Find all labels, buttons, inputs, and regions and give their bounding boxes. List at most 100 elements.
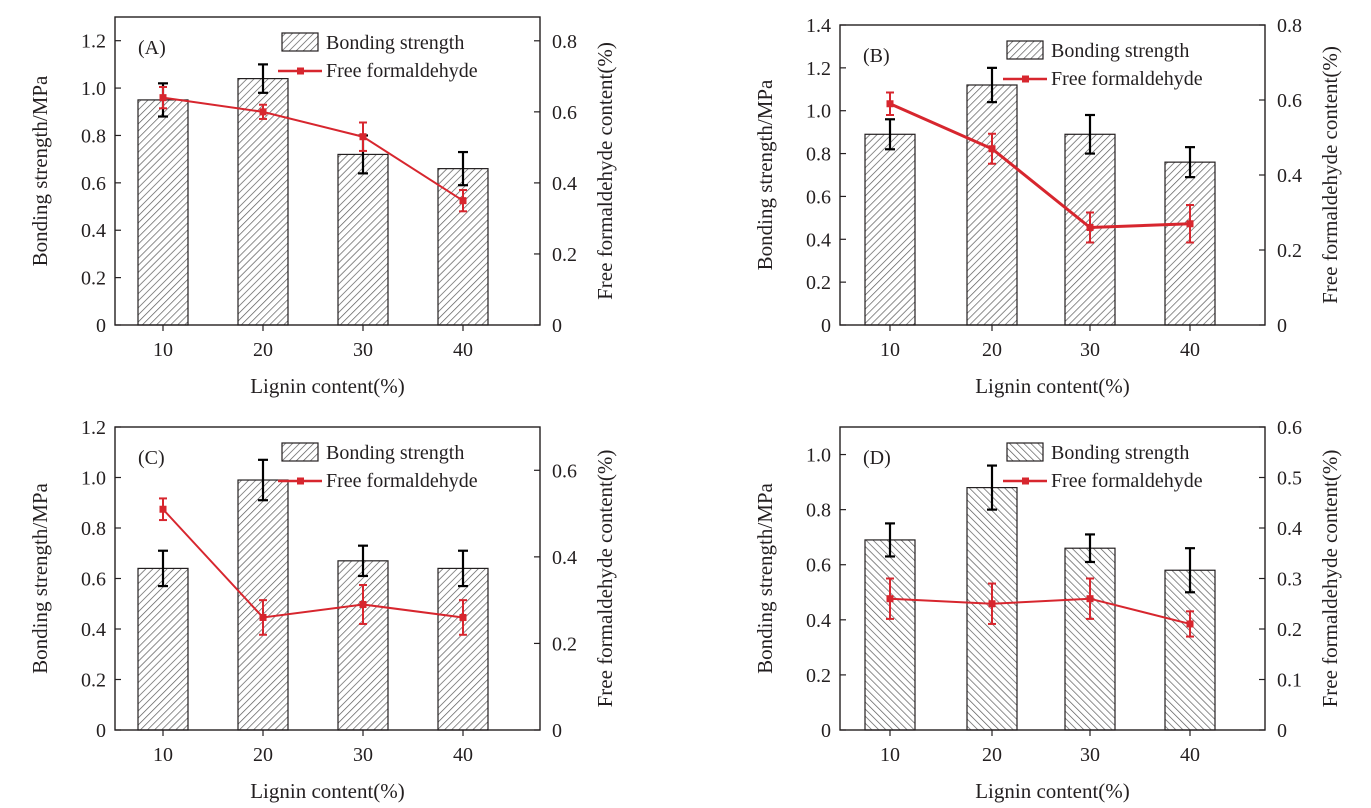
left-tick-label: 1.2 (806, 58, 831, 80)
bar-error-30 (1085, 533, 1095, 564)
left-tick-label: 0.2 (806, 272, 831, 294)
line-point-30 (1086, 595, 1094, 603)
left-tick-label: 0.2 (81, 268, 106, 290)
right-tick-label: 0.8 (552, 31, 577, 53)
line-point-20 (988, 145, 996, 153)
legend-line-label: Free formaldehyde (326, 470, 478, 492)
panel-label: (C) (138, 447, 165, 469)
bar-30 (1064, 547, 1116, 731)
panel-label: (A) (138, 37, 166, 59)
x-tick-label: 30 (1080, 339, 1100, 361)
left-tick-label: 0.8 (806, 144, 831, 166)
bar-error-20 (258, 63, 268, 94)
left-tick-label: 1.0 (806, 101, 831, 123)
right-tick-label: 0 (1277, 315, 1287, 337)
left-tick-label: 1.2 (81, 417, 106, 439)
left-tick-label: 0.6 (81, 569, 106, 591)
line-point-20 (259, 613, 267, 621)
line-point-30 (359, 600, 367, 608)
left-axis-title: Bonding strength/MPa (28, 482, 52, 673)
left-tick-label: 1.4 (806, 15, 831, 37)
panel-b: 0 0.2 0.4 0.6 0.8 1.0 1.2 1.4 0 0.2 0.4 0.6 0.8 10 20 3… (753, 15, 1342, 398)
panel-a: 0 0.2 0.4 0.6 0.8 1.0 1.2 0 0.2 0.4 0.6 0.8 10 20 30 40… (28, 16, 617, 398)
x-tick-label: 10 (880, 339, 900, 361)
line-point-30 (1086, 224, 1094, 231)
panel-c: 0 0.2 0.4 0.6 0.8 1.0 1.2 0 0.2 0.4 0.6 10 20 30 40 Lig… (28, 417, 617, 803)
x-axis-title: Lignin content(%) (250, 374, 405, 398)
left-tick-label: 0.6 (81, 173, 106, 195)
bar-error-40 (458, 549, 468, 588)
left-tick-label: 1.2 (81, 31, 106, 53)
line-point-10 (886, 595, 894, 603)
x-axis-title: Lignin content(%) (250, 779, 405, 803)
x-axis-title: Lignin content(%) (975, 374, 1130, 398)
bar-10 (137, 99, 189, 326)
legend-line-label: Free formaldehyde (1051, 470, 1203, 492)
left-tick-label: 0.8 (806, 500, 831, 522)
formaldehyde-line (162, 96, 464, 202)
x-tick-label: 40 (453, 744, 473, 766)
left-axis-title: Bonding strength/MPa (28, 75, 52, 266)
right-tick-label: 0.4 (552, 547, 577, 569)
right-tick-label: 0.4 (552, 173, 577, 195)
x-tick-label: 10 (880, 744, 900, 766)
left-tick-label: 0.4 (81, 220, 106, 242)
bar-error-30 (1085, 113, 1095, 155)
x-tick-label: 30 (1080, 744, 1100, 766)
legend-bar-swatch (1006, 40, 1044, 60)
legend-bar-label: Bonding strength (1051, 442, 1189, 464)
line-point-40 (459, 197, 467, 205)
right-axis-title: Free formaldehyde content(%) (593, 450, 617, 708)
bar-10 (137, 567, 189, 731)
legend-line-label: Free formaldehyde (1051, 68, 1203, 90)
right-tick-label: 0.8 (1277, 15, 1302, 37)
left-tick-label: 0 (96, 720, 106, 742)
bar-error-40 (458, 150, 468, 187)
bar-error-30 (358, 544, 368, 578)
left-tick-label: 0.4 (806, 229, 831, 251)
legend-line-label: Free formaldehyde (326, 60, 478, 82)
x-tick-label: 20 (253, 744, 273, 766)
x-tick-label: 40 (1180, 744, 1200, 766)
formaldehyde-line (889, 597, 1191, 625)
bar-error-40 (1185, 547, 1195, 594)
bar-40 (1164, 161, 1216, 326)
right-tick-label: 0.6 (1277, 417, 1302, 439)
legend-line-marker (1022, 75, 1029, 83)
line-point-20 (988, 600, 996, 608)
right-tick-label: 0.6 (1277, 90, 1302, 112)
x-tick-label: 20 (982, 339, 1002, 361)
bar-error-20 (987, 464, 997, 511)
left-tick-label: 0 (821, 315, 831, 337)
left-tick-label: 0.6 (806, 555, 831, 577)
x-tick-label: 30 (353, 339, 373, 361)
line-point-40 (1186, 620, 1194, 628)
left-axis-title: Bonding strength/MPa (753, 79, 777, 270)
left-tick-label: 0.4 (806, 610, 831, 632)
bar-error-10 (158, 549, 168, 588)
right-tick-label: 0.1 (1277, 670, 1302, 692)
bar-error-20 (258, 458, 268, 502)
bar-10 (864, 539, 916, 731)
right-tick-label: 0 (552, 720, 562, 742)
right-tick-label: 0.4 (1277, 165, 1302, 187)
right-tick-label: 0.2 (1277, 619, 1302, 641)
bar-error-10 (885, 522, 895, 558)
left-tick-label: 0.6 (806, 186, 831, 208)
left-tick-label: 0 (96, 315, 106, 337)
line-point-10 (159, 505, 167, 513)
legend-bar-swatch (1006, 442, 1044, 462)
legend-bar-label: Bonding strength (1051, 40, 1189, 62)
formaldehyde-line (889, 102, 1191, 230)
left-tick-label: 0.2 (806, 665, 831, 687)
right-tick-label: 0.2 (1277, 240, 1302, 262)
panel-label: (D) (863, 447, 891, 469)
right-tick-label: 0.3 (1277, 569, 1302, 591)
right-tick-label: 0.6 (552, 102, 577, 124)
bar-10 (864, 133, 916, 326)
right-tick-label: 0 (1277, 720, 1287, 742)
x-tick-label: 40 (453, 339, 473, 361)
legend-bar-label: Bonding strength (326, 442, 464, 464)
panel-d: 0 0.2 0.4 0.6 0.8 1.0 0 0.1 0.2 0.3 0.4 0.5 0.6 10 20 3… (753, 417, 1342, 803)
x-tick-label: 20 (982, 744, 1002, 766)
